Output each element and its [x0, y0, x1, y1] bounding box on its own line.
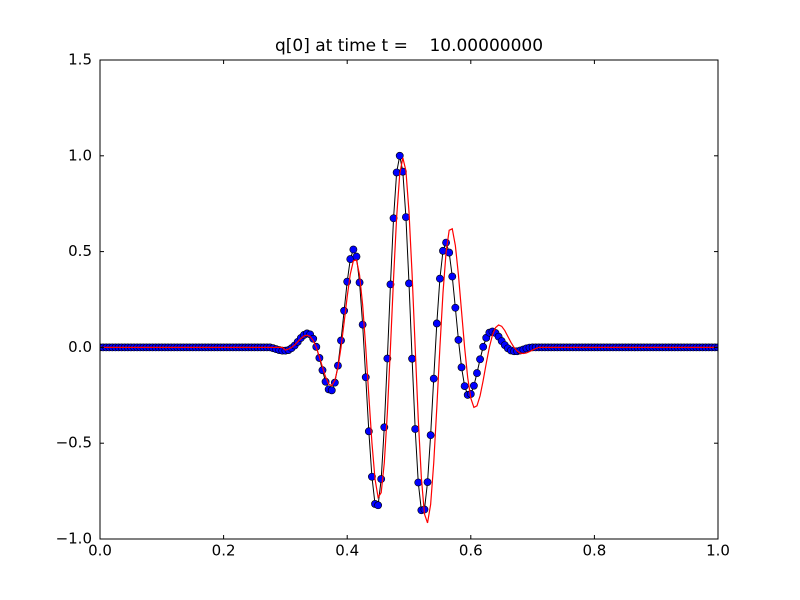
y-tick-label: 0.0 — [68, 338, 92, 356]
plot-area — [100, 151, 718, 524]
x-tick-label: 0.0 — [88, 542, 112, 560]
data-point — [374, 501, 382, 510]
x-tick-label: 0.2 — [212, 542, 236, 560]
y-tick-label: −1.0 — [56, 530, 92, 548]
data-point — [309, 334, 318, 343]
axes-frame — [99, 59, 719, 540]
data-point — [426, 431, 435, 440]
data-point — [368, 472, 376, 481]
data-point — [405, 279, 413, 288]
data-point — [460, 382, 469, 391]
x-tick-label: 0.6 — [459, 542, 483, 560]
data-point — [457, 363, 466, 372]
data-point — [377, 475, 386, 483]
y-tick-label: −0.5 — [56, 434, 92, 452]
data-point — [395, 151, 404, 160]
data-point — [402, 213, 410, 222]
data-point — [408, 354, 416, 363]
data-point — [327, 386, 336, 395]
data-point — [432, 319, 441, 328]
data-point — [451, 303, 460, 312]
data-point — [386, 280, 395, 289]
data-point — [414, 478, 423, 487]
data-point — [479, 342, 488, 351]
data-point — [429, 374, 438, 383]
data-point — [423, 478, 432, 486]
data-point — [340, 306, 349, 315]
data-point — [352, 252, 361, 261]
data-point — [442, 238, 450, 247]
y-tick-label: 1.0 — [68, 146, 92, 164]
data-point — [358, 320, 367, 329]
data-point — [476, 355, 484, 364]
data-point — [469, 381, 478, 390]
data-point — [411, 425, 420, 433]
data-point — [473, 369, 481, 377]
y-tick-label: 0.5 — [68, 242, 92, 260]
x-tick-label: 1.0 — [706, 542, 730, 560]
data-point — [383, 354, 392, 363]
y-tick-label: 1.5 — [68, 51, 92, 69]
chart-title: q[0] at time t = 10.00000000 — [275, 36, 543, 56]
x-tick-label: 0.4 — [335, 542, 359, 560]
data-point — [349, 245, 358, 254]
data-point — [454, 336, 463, 344]
data-point — [435, 274, 444, 283]
data-line — [100, 157, 718, 524]
data-point — [448, 272, 457, 281]
x-tick-label: 0.8 — [582, 542, 606, 560]
